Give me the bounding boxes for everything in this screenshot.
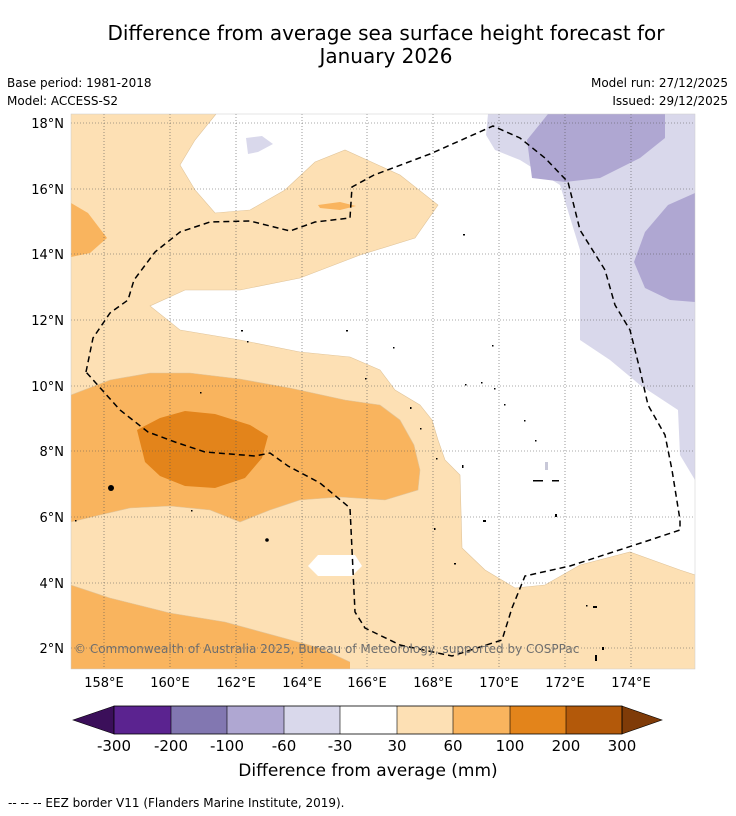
anomaly-fill-neg-30-60 (486, 114, 695, 480)
colorbar-bin-2 (171, 706, 227, 734)
lon-label-174e: 174°E (611, 676, 651, 691)
lat-label-8n: 8°N (40, 445, 65, 460)
anomaly-fill-near-zero-pocket (308, 555, 362, 576)
anomaly-fill-60-100-west (71, 203, 107, 257)
lon-label-166e: 166°E (347, 676, 387, 691)
lat-label-6n: 6°N (40, 511, 65, 526)
colorbar-tick: -300 (97, 737, 131, 755)
lat-label-2n: 2°N (40, 642, 65, 657)
lat-label-16n: 16°N (31, 183, 64, 198)
colorbar-bin-6 (397, 706, 453, 734)
copyright-text: © Commonwealth of Australia 2025, Bureau… (74, 642, 579, 656)
colorbar-bin-9 (566, 706, 622, 734)
model-run: Model run: 27/12/2025 (590, 76, 728, 90)
lat-label-4n: 4°N (40, 577, 65, 592)
colorbar-tick: 200 (552, 737, 581, 755)
colorbar-tick: 100 (496, 737, 525, 755)
lat-label-12n: 12°N (31, 314, 64, 329)
colorbar-under-arrow (72, 705, 115, 735)
lon-label-168e: 168°E (413, 676, 453, 691)
colorbar-tick: -30 (328, 737, 353, 755)
lon-label-160e: 160°E (150, 676, 190, 691)
graticule (71, 114, 695, 669)
colorbar-bin-3 (227, 706, 284, 734)
anomaly-fill-neg-60-100-east (634, 193, 695, 302)
eez-footnote: -- -- -- EEZ border V11 (Flanders Marine… (8, 796, 345, 810)
colorbar-bin-1 (114, 706, 171, 734)
meta-right: Model run: 27/12/2025 Issued: 29/12/2025 (591, 74, 728, 110)
map-area (71, 114, 695, 669)
colorbar-tick: 300 (608, 737, 637, 755)
anomaly-fill-small-neg (246, 136, 273, 154)
islands (75, 234, 604, 661)
chart-title-line2: January 2026 (319, 44, 453, 68)
colorbar-label: Difference from average (mm) (238, 761, 498, 781)
colorbar-tick: 60 (443, 737, 462, 755)
colorbar-tick: -100 (210, 737, 244, 755)
colorbar-tick: 30 (387, 737, 406, 755)
meta-left: Base period: 1981-2018 Model: ACCESS-S2 (7, 74, 152, 110)
issued-date: Issued: 29/12/2025 (612, 94, 728, 108)
lat-label-14n: 14°N (31, 248, 64, 263)
colorbar-over-arrow (621, 705, 663, 735)
lon-label-170e: 170°E (479, 676, 519, 691)
model-name: Model: ACCESS-S2 (7, 94, 119, 108)
colorbar-bin-4 (284, 706, 340, 734)
base-period: Base period: 1981-2018 (7, 76, 152, 90)
colorbar-bin-5 (340, 706, 397, 734)
chart-title-line1: Difference from average sea surface heig… (107, 21, 665, 45)
lat-label-18n: 18°N (31, 117, 64, 132)
colorbar-tick: -60 (272, 737, 297, 755)
anomaly-fill-near-zero (150, 114, 695, 588)
anomaly-fill-60-100-streak (318, 202, 356, 210)
colorbar-bin-7 (453, 706, 510, 734)
lon-label-158e: 158°E (84, 676, 124, 691)
lon-label-164e: 164°E (282, 676, 322, 691)
lon-label-162e: 162°E (216, 676, 256, 691)
map-frame (70, 113, 696, 670)
colorbar-tick: -200 (154, 737, 188, 755)
lon-label-172e: 172°E (545, 676, 585, 691)
chart-title: Difference from average sea surface heig… (40, 22, 732, 68)
colorbar: -300 -200 -100 -60 -30 30 60 100 200 300 (72, 705, 663, 755)
anomaly-fill-neg-60-100-north (527, 114, 665, 182)
colorbar-bin-8 (510, 706, 566, 734)
lat-label-10n: 10°N (31, 380, 64, 395)
